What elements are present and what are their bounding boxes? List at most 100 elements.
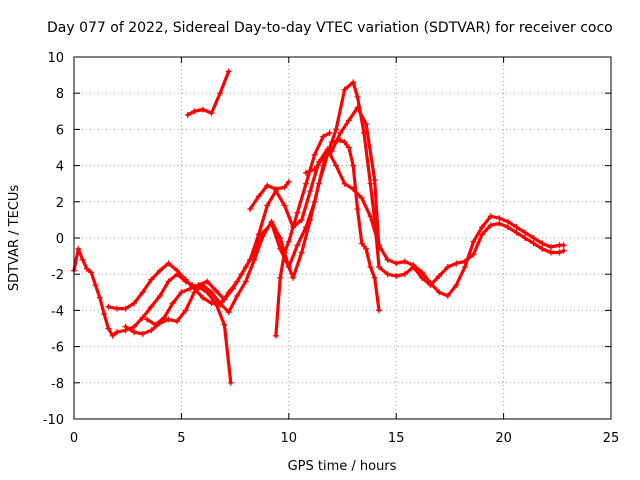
data-point [247,256,254,263]
data-point [333,162,340,169]
data-point [290,274,297,281]
axis-ticks [73,56,612,420]
data-point [307,187,314,194]
data-point [311,151,318,158]
series-line [123,80,566,336]
data-point [148,327,155,334]
data-point [139,289,146,296]
y-tick-labels: -10 -8 -6 -4 -2 0 2 4 6 8 10 [43,51,64,428]
series-layer [71,68,567,386]
data-point [345,144,352,151]
series-track-g [272,130,333,339]
data-point [461,263,468,270]
data-point [530,235,537,241]
data-point [367,180,374,187]
data-point [88,269,95,276]
data-point [341,139,348,146]
data-point [324,146,331,153]
x-tick-labels: 0 5 10 15 20 25 [70,431,619,446]
data-point [260,233,267,240]
data-point [264,182,271,189]
data-point [530,240,537,247]
x-tick-label: 20 [495,431,512,446]
data-point [513,229,520,236]
data-point [186,285,193,292]
data-point [204,278,211,285]
data-point [242,278,249,285]
data-point [208,110,215,117]
y-tick-label: -2 [51,268,64,283]
data-point [418,269,425,276]
data-point [165,316,172,323]
chart-title: Day 077 of 2022, Sidereal Day-to-day VTE… [47,20,613,36]
data-point [393,260,400,267]
data-point [217,300,224,307]
data-point [560,242,567,249]
data-point [105,303,112,310]
y-tick-label: 10 [47,51,64,66]
data-point [376,307,383,314]
data-point [436,273,443,280]
y-axis-label: SDTVAR / TECUs [7,185,22,292]
data-point [208,289,215,296]
data-point [384,271,391,278]
data-point [328,148,335,155]
data-point [152,321,159,328]
data-point [182,276,189,283]
data-point [320,155,327,162]
data-point [191,289,198,296]
data-point [315,180,322,187]
data-point [326,130,333,137]
data-point [221,296,228,303]
data-point [272,186,279,193]
data-point [496,220,503,227]
data-point [174,267,181,274]
data-point [302,169,309,176]
y-tick-label: 4 [56,160,64,175]
data-point [281,184,288,191]
data-point [363,245,370,252]
data-point [212,287,219,294]
data-point [285,263,292,270]
data-point [122,305,129,312]
data-point [371,177,378,184]
data-point [75,245,82,252]
series-line [248,180,291,211]
data-point [165,278,172,285]
data-point [184,111,191,118]
data-point [144,316,151,323]
data-point [105,325,112,332]
data-point [294,242,301,249]
y-tick-label: 2 [56,196,64,211]
data-point [384,256,391,263]
data-point [556,249,563,256]
data-point [358,240,365,247]
data-point [208,300,215,307]
data-point [547,249,554,256]
data-point [354,93,361,100]
series-track-a [71,245,234,386]
x-axis-label: GPS time / hours [288,459,397,474]
data-point [376,263,383,270]
data-point [504,218,511,225]
data-point [165,260,172,267]
grid-lines [74,57,611,419]
data-point [479,231,486,238]
data-point [341,86,348,93]
data-point [298,249,305,256]
data-point [268,218,275,225]
data-point [83,265,90,272]
series-track-h [302,104,383,252]
data-point [522,235,529,241]
data-point [131,323,138,330]
data-point [470,238,477,245]
data-point [539,240,546,247]
data-point [229,285,236,292]
data-point [161,314,168,321]
data-point [238,271,245,278]
data-point [272,332,279,339]
data-point [513,224,520,231]
data-point [113,329,120,336]
data-point [264,202,271,209]
